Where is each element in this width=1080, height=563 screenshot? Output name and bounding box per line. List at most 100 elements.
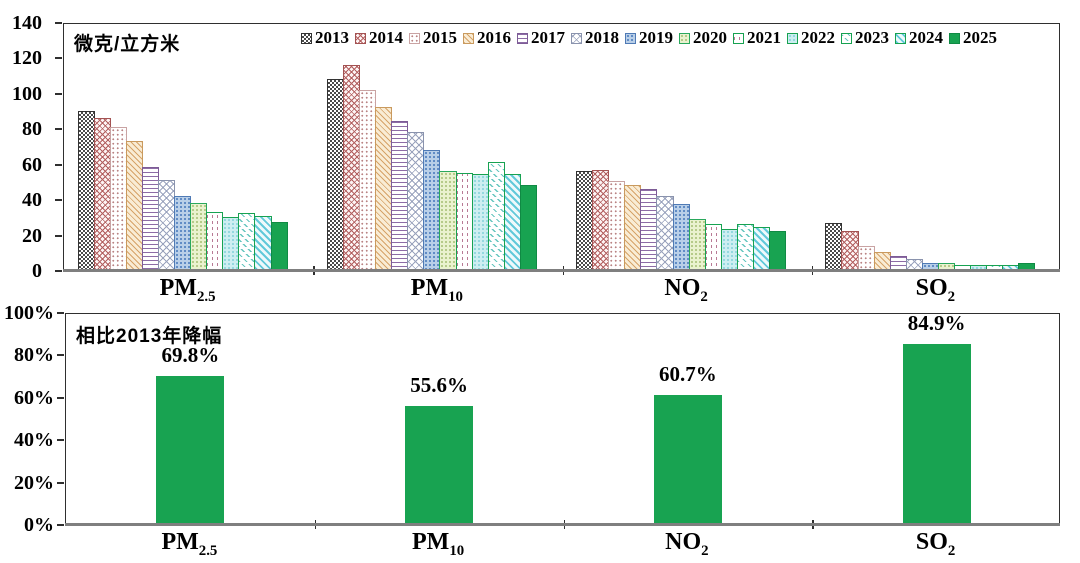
y-tick-mark <box>55 163 62 166</box>
legend-swatch-2024 <box>895 32 906 44</box>
y-tick-mark <box>55 234 62 237</box>
bar-2013-SO2 <box>825 223 843 270</box>
category-label-PM2.5: PM2.5 <box>161 529 218 559</box>
bar-group-SO2 <box>825 24 1047 270</box>
y-tick-label: 0% <box>24 514 54 536</box>
top-axis-unit-label: 微克/立方米 <box>74 34 181 55</box>
bar-2024-NO2 <box>752 227 771 270</box>
legend-swatch-2013 <box>301 32 312 44</box>
legend-item-2017: 2017 <box>517 28 565 48</box>
bar-2013-NO2 <box>576 171 594 270</box>
bar-2024-PM10 <box>503 174 521 270</box>
y-tick-mark <box>55 22 62 24</box>
y-tick-mark <box>55 199 62 202</box>
bar-2013-PM2.5 <box>77 111 95 270</box>
reduction-value-label: 69.8% <box>161 343 220 367</box>
category-label-PM2.5: PM2.5 <box>159 275 216 305</box>
bar-2022-PM10 <box>471 174 489 270</box>
bar-2015-NO2 <box>608 181 626 270</box>
legend-swatch-2025 <box>949 32 960 44</box>
bar-2014-PM2.5 <box>93 118 111 270</box>
legend-swatch-2016 <box>463 32 474 44</box>
reduction-value-label: 84.9% <box>907 311 966 335</box>
y-tick-label: 20 <box>22 224 42 247</box>
bar-group-PM10 <box>326 24 549 270</box>
y-tick-mark <box>55 128 62 131</box>
legend-item-2024: 2024 <box>895 28 943 48</box>
bar-2025-NO2 <box>769 231 787 270</box>
y-tick-label: 140 <box>12 12 42 34</box>
bar-2021-NO2 <box>704 224 722 270</box>
reduction-value-label: 55.6% <box>410 373 468 397</box>
category-label-SO2: SO2 <box>915 529 956 559</box>
bar-2023-PM2.5 <box>238 213 256 270</box>
bar-2016-PM2.5 <box>125 141 143 270</box>
bar-2014-SO2 <box>841 231 859 270</box>
legend-label: 2013 <box>315 28 349 47</box>
bar-group-NO2 <box>576 24 798 270</box>
y-tick-label: 80% <box>14 344 54 367</box>
bar-2021-PM10 <box>455 173 473 270</box>
bar-2025-PM10 <box>519 185 537 270</box>
legend-swatch-2019 <box>625 32 636 44</box>
legend-item-2021: 2021 <box>733 28 781 48</box>
legend-label: 2021 <box>747 28 781 47</box>
legend-label: 2024 <box>909 28 943 47</box>
legend-label: 2025 <box>963 28 997 47</box>
legend-label: 2015 <box>423 28 457 47</box>
legend-label: 2016 <box>477 28 511 47</box>
bar-2016-SO2 <box>873 252 891 270</box>
bar-2014-PM10 <box>342 65 361 270</box>
y-tick-label: 20% <box>14 471 54 494</box>
bar-2013-PM10 <box>326 79 344 270</box>
y-tick-mark <box>57 354 64 357</box>
reduction-value-label: 60.7% <box>659 362 717 386</box>
y-tick-label: 40 <box>22 189 42 212</box>
bar-2018-PM10 <box>407 132 425 270</box>
legend-label: 2014 <box>369 28 403 47</box>
y-tick-label: 80 <box>22 118 42 141</box>
reduction-bar-PM10 <box>405 406 474 524</box>
legend-swatch-2018 <box>571 32 582 44</box>
bar-2022-NO2 <box>720 229 738 270</box>
legend-item-2020: 2020 <box>679 28 727 48</box>
legend-item-2018: 2018 <box>571 28 619 48</box>
bar-2024-PM2.5 <box>254 216 272 270</box>
bar-2021-PM2.5 <box>206 212 224 270</box>
bar-2020-PM2.5 <box>190 203 208 270</box>
category-label-PM10: PM10 <box>412 529 465 559</box>
y-tick-label: 40% <box>14 429 54 452</box>
y-tick-mark <box>57 481 64 484</box>
category-label-PM10: PM10 <box>410 275 463 305</box>
reduction-bar-NO2 <box>653 395 722 524</box>
y-tick-label: 60% <box>14 386 54 409</box>
legend-item-2022: 2022 <box>787 28 835 48</box>
legend-swatch-2021 <box>733 32 744 44</box>
legend-item-2016: 2016 <box>463 28 511 48</box>
legend-label: 2023 <box>855 28 889 47</box>
y-tick-mark <box>57 312 64 314</box>
bar-2020-NO2 <box>688 219 706 270</box>
category-label-SO2: SO2 <box>915 275 956 305</box>
bar-2018-NO2 <box>656 196 674 270</box>
legend-label: 2022 <box>801 28 835 47</box>
legend-item-2013: 2013 <box>301 28 349 48</box>
bar-2019-PM2.5 <box>174 196 192 270</box>
legend-item-2015: 2015 <box>409 28 457 48</box>
legend-swatch-2020 <box>679 32 690 44</box>
legend-item-2023: 2023 <box>841 28 889 48</box>
top-x-axis-line <box>63 269 1060 272</box>
legend-swatch-2017 <box>517 32 528 44</box>
y-tick-mark <box>55 57 62 60</box>
bar-2020-PM10 <box>439 171 457 270</box>
bar-2017-SO2 <box>889 256 907 270</box>
bar-2015-SO2 <box>857 246 875 270</box>
y-tick-label: 60 <box>22 153 42 176</box>
bar-2017-NO2 <box>640 189 658 270</box>
legend-swatch-2022 <box>787 32 798 44</box>
y-tick-label: 100% <box>4 302 54 324</box>
legend-swatch-2015 <box>409 32 420 44</box>
y-tick-mark <box>57 396 64 399</box>
bar-2017-PM2.5 <box>141 167 159 270</box>
